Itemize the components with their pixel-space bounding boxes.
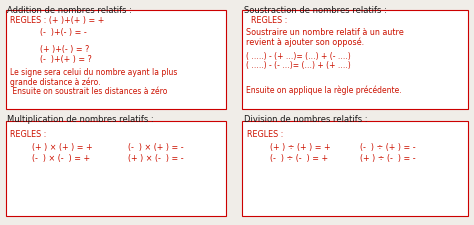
Text: Soustraction de nombres relatifs :: Soustraction de nombres relatifs : — [244, 6, 387, 15]
FancyBboxPatch shape — [242, 11, 468, 109]
Text: REGLES :: REGLES : — [10, 129, 47, 138]
Text: ( …..) - (+ …)= (…) + (- ….): ( …..) - (+ …)= (…) + (- ….) — [246, 51, 350, 60]
Text: (+ )+(- ) = ?: (+ )+(- ) = ? — [40, 45, 90, 54]
Text: REGLES :: REGLES : — [246, 16, 287, 25]
Text: revient à ajouter son opposé.: revient à ajouter son opposé. — [246, 37, 364, 46]
Text: Ensuite on applique la règle précédente.: Ensuite on applique la règle précédente. — [246, 85, 401, 94]
Text: (+ ) ÷ (+ ) = +: (+ ) ÷ (+ ) = + — [270, 142, 331, 151]
Text: Soustraire un nombre relatif à un autre: Soustraire un nombre relatif à un autre — [246, 27, 403, 36]
Text: (-  )+(- ) = -: (- )+(- ) = - — [40, 28, 87, 37]
FancyBboxPatch shape — [242, 122, 468, 216]
Text: (+ ) × (-  ) = -: (+ ) × (- ) = - — [128, 153, 183, 162]
Text: REGLES : (+ )+(+ ) = +: REGLES : (+ )+(+ ) = + — [10, 16, 105, 25]
FancyBboxPatch shape — [6, 122, 226, 216]
Text: Multiplication de nombres relatifs :: Multiplication de nombres relatifs : — [7, 115, 154, 124]
Text: (-  )+(+ ) = ?: (- )+(+ ) = ? — [40, 55, 92, 64]
FancyBboxPatch shape — [6, 11, 226, 109]
Text: (-  ) ÷ (+ ) = -: (- ) ÷ (+ ) = - — [360, 142, 416, 151]
Text: Addition de nombres relatifs :: Addition de nombres relatifs : — [7, 6, 132, 15]
Text: REGLES :: REGLES : — [247, 129, 284, 138]
Text: ( …..) - (- …)= (…) + (+ ….): ( …..) - (- …)= (…) + (+ ….) — [246, 61, 350, 70]
Text: Division de nombres relatifs :: Division de nombres relatifs : — [244, 115, 368, 124]
Text: (+ ) × (+ ) = +: (+ ) × (+ ) = + — [32, 142, 93, 151]
Text: (-  ) ÷ (-  ) = +: (- ) ÷ (- ) = + — [270, 153, 328, 162]
Text: (-  ) × (+ ) = -: (- ) × (+ ) = - — [128, 142, 183, 151]
Text: (+ ) ÷ (-  ) = -: (+ ) ÷ (- ) = - — [360, 153, 416, 162]
Text: Ensuite on soustrait les distances à zéro: Ensuite on soustrait les distances à zér… — [10, 87, 168, 96]
Text: (-  ) × (-  ) = +: (- ) × (- ) = + — [32, 153, 91, 162]
Text: grande distance à zéro.: grande distance à zéro. — [10, 77, 101, 87]
Text: Le signe sera celui du nombre ayant la plus: Le signe sera celui du nombre ayant la p… — [10, 68, 178, 76]
